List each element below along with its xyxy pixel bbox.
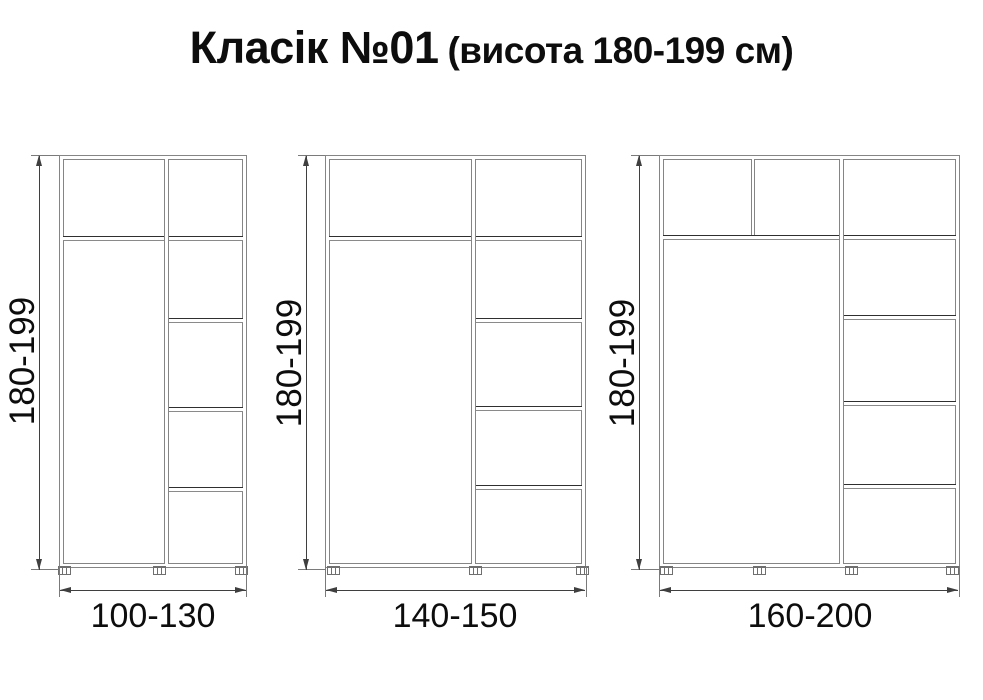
cabinet-foot: [660, 566, 673, 575]
height-dimension-line: [306, 156, 307, 570]
side-shelf: [844, 484, 956, 489]
top-shelf: [63, 236, 243, 241]
extension-line: [298, 155, 325, 156]
extension-line: [298, 569, 325, 570]
cabinet-outer-frame: [325, 155, 586, 568]
width-dimension-line: [60, 590, 246, 591]
arrow-down-icon: [303, 559, 309, 570]
wardrobe-1-body: [58, 155, 248, 575]
width-dimension-line: [326, 590, 585, 591]
wardrobe-3-body: [659, 155, 960, 575]
width-dimension-label: 100-130: [90, 597, 216, 635]
arrow-left-icon: [660, 587, 671, 593]
side-shelf: [169, 487, 243, 492]
side-shelf: [169, 407, 243, 412]
width-dimension-label: 160-200: [747, 597, 873, 635]
extension-line: [631, 155, 659, 156]
extension-line: [959, 566, 960, 597]
top-shelf: [663, 235, 956, 240]
cabinet-foot: [327, 566, 340, 575]
top-section-divider: [751, 159, 755, 235]
side-shelf: [476, 406, 582, 411]
title-main: Класік №01: [189, 22, 439, 73]
wardrobe-2-body: [325, 155, 589, 575]
cabinet-foot: [576, 566, 589, 575]
cabinet-inner-frame: [63, 159, 243, 564]
cabinet-outer-frame: [659, 155, 960, 568]
arrow-up-icon: [636, 155, 642, 166]
height-dimension-label: 180-199: [603, 298, 642, 428]
cabinet-inner-frame: [329, 159, 582, 564]
arrow-left-icon: [60, 587, 71, 593]
width-dimension-label: 140-150: [392, 597, 518, 635]
extension-line: [659, 566, 660, 597]
width-dimension-line: [660, 590, 958, 591]
arrow-right-icon: [235, 587, 246, 593]
arrow-up-icon: [36, 155, 42, 166]
cabinet-inner-frame: [663, 159, 956, 564]
extension-line: [586, 566, 587, 597]
vertical-divider: [471, 159, 476, 564]
vertical-divider: [839, 159, 844, 564]
side-shelf: [844, 401, 956, 406]
side-shelf: [476, 318, 582, 323]
side-shelf: [169, 318, 243, 323]
extension-line: [631, 569, 659, 570]
extension-line: [31, 155, 59, 156]
title-subtitle: (висота 180-199 см): [447, 30, 794, 71]
cabinet-foot: [845, 566, 858, 575]
arrow-left-icon: [326, 587, 337, 593]
arrow-down-icon: [636, 559, 642, 570]
arrow-right-icon: [947, 587, 958, 593]
page-title: Класік №01 (висота 180-199 см): [0, 22, 983, 74]
cabinet-foot: [753, 566, 766, 575]
side-shelf: [844, 315, 956, 320]
cabinet-foot: [153, 566, 166, 575]
side-shelf: [476, 485, 582, 490]
extension-line: [246, 566, 247, 597]
height-dimension-line: [39, 156, 40, 570]
cabinet-foot: [946, 566, 959, 575]
cabinet-foot: [469, 566, 482, 575]
height-dimension-label: 180-199: [270, 298, 309, 428]
height-dimension-line: [639, 156, 640, 570]
cabinet-foot: [58, 566, 71, 575]
arrow-up-icon: [303, 155, 309, 166]
arrow-right-icon: [574, 587, 585, 593]
cabinet-foot: [235, 566, 248, 575]
top-shelf: [329, 236, 582, 241]
extension-line: [325, 566, 326, 597]
extension-line: [59, 566, 60, 597]
height-dimension-label: 180-199: [3, 296, 42, 426]
extension-line: [31, 569, 59, 570]
arrow-down-icon: [36, 559, 42, 570]
vertical-divider: [164, 159, 169, 564]
